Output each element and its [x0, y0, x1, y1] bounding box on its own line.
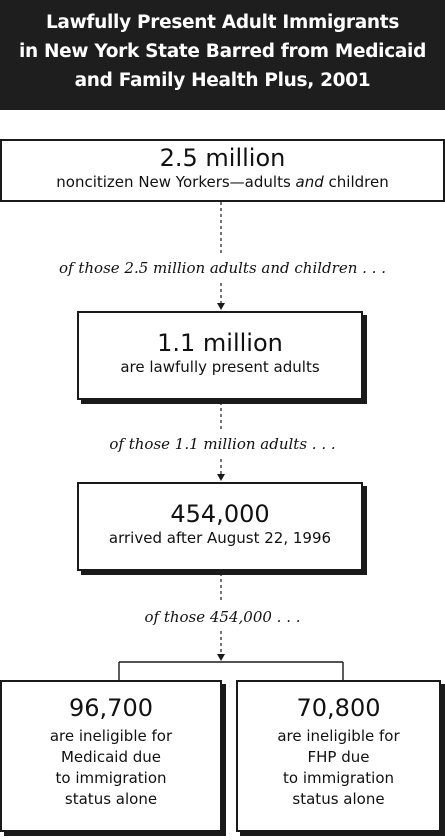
- title-banner: Lawfully Present Adult Immigrants in New…: [0, 0, 445, 110]
- box-medicaid-line-4: status alone: [64, 790, 158, 808]
- box-fhp-ineligible: 70,800 are ineligible for FHP due to imm…: [236, 680, 441, 832]
- box-medicaid-ineligible-number: 96,700: [69, 694, 153, 722]
- box-arrived-after-number: 454,000: [170, 500, 270, 528]
- caption-3: of those 454,000 . . .: [144, 608, 301, 626]
- box-fhp-line-3: to immigration: [283, 769, 394, 787]
- arrowhead-2: [217, 474, 225, 481]
- box-fhp-line-1: are ineligible for: [277, 727, 400, 745]
- box-medicaid-line-3: to immigration: [55, 769, 167, 787]
- box-medicaid-ineligible: 96,700 are ineligible for Medicaid due t…: [0, 680, 222, 832]
- box-lawfully-present-number: 1.1 million: [157, 329, 283, 357]
- title-line-1: Lawfully Present Adult Immigrants: [45, 12, 400, 33]
- box-noncitizens-desc: noncitizen New Yorkers—adults and childr…: [2, 172, 443, 193]
- title-line-3: and Family Health Plus, 2001: [74, 70, 371, 91]
- box-fhp-ineligible-number: 70,800: [296, 694, 381, 722]
- box-arrived-after: 454,000 arrived after August 22, 1996: [77, 482, 363, 571]
- desc-emphasis: and: [295, 173, 324, 191]
- desc-part-1: noncitizen New Yorkers—adults: [56, 173, 296, 191]
- desc-part-2: children: [323, 173, 389, 191]
- caption-2: of those 1.1 million adults . . .: [109, 435, 336, 453]
- caption-1: of those 2.5 million adults and children…: [59, 259, 386, 277]
- arrowhead-1: [217, 303, 225, 310]
- box-noncitizens: 2.5 million noncitizen New Yorkers—adult…: [0, 139, 445, 202]
- arrowhead-3: [217, 654, 225, 661]
- box-lawfully-present: 1.1 million are lawfully present adults: [77, 311, 363, 400]
- box-arrived-after-desc: arrived after August 22, 1996: [108, 529, 332, 547]
- box-noncitizens-number: 2.5 million: [159, 144, 286, 172]
- box-lawfully-present-desc: are lawfully present adults: [120, 358, 320, 376]
- box-medicaid-line-2: Medicaid due: [60, 748, 161, 766]
- box-fhp-line-2: FHP due: [307, 748, 370, 766]
- box-medicaid-line-1: are ineligible for: [49, 727, 173, 745]
- box-fhp-line-4: status alone: [292, 790, 385, 808]
- title-line-2: in New York State Barred from Medicaid: [18, 41, 427, 62]
